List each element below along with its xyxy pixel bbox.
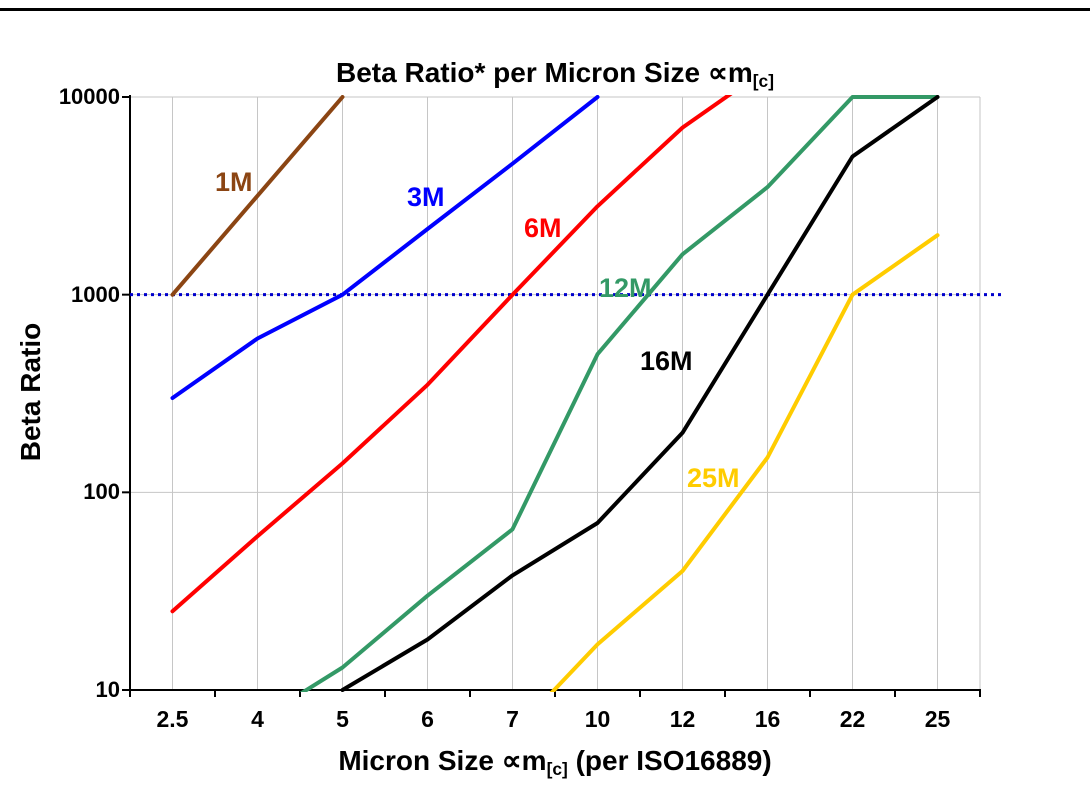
x-tick-label-22: 22	[839, 706, 866, 732]
series-label-12M: 12M	[599, 273, 652, 303]
series-label-6M: 6M	[524, 213, 562, 243]
chart-title-subscript: [c]	[752, 70, 774, 91]
x-axis-title-text: Micron Size ∝m	[338, 745, 547, 776]
x-axis-title-suffix: (per ISO16889)	[567, 745, 772, 776]
x-tick-label-6: 6	[421, 706, 434, 732]
y-tick-label-10000: 10000	[58, 84, 120, 109]
x-tick-label-10: 10	[584, 706, 611, 732]
series-line-1M	[170, 95, 345, 297]
series-label-16M: 16M	[640, 346, 693, 376]
series-line-16M	[340, 95, 940, 692]
y-tick-label-10: 10	[95, 677, 120, 702]
x-axis-title: Micron Size ∝m[c] (per ISO16889)	[130, 744, 980, 780]
x-tick-label-12: 12	[669, 706, 696, 732]
series-line-25M	[549, 233, 940, 692]
series-label-1M: 1M	[215, 167, 253, 197]
series-label-3M: 3M	[407, 182, 445, 212]
x-axis-title-subscript: [c]	[546, 758, 568, 779]
series-label-25M: 25M	[687, 463, 740, 493]
chart-title: Beta Ratio* per Micron Size ∝m[c]	[130, 56, 980, 92]
x-tick-label-4: 4	[251, 706, 264, 732]
x-tick-label-25: 25	[924, 706, 951, 732]
top-border	[0, 8, 1090, 11]
y-tick-label-1000: 1000	[71, 281, 120, 307]
series-line-12M	[299, 95, 940, 692]
series-line-6M	[170, 95, 733, 614]
x-tick-label-2.5: 2.5	[156, 706, 189, 732]
x-tick-label-5: 5	[336, 706, 349, 732]
x-tick-label-7: 7	[506, 706, 519, 732]
y-axis-title: Beta Ratio	[15, 322, 46, 462]
y-tick-label-100: 100	[83, 479, 120, 505]
chart-title-text: Beta Ratio* per Micron Size ∝m	[336, 57, 753, 88]
series-line-3M	[170, 95, 600, 400]
x-tick-label-16: 16	[754, 706, 781, 732]
